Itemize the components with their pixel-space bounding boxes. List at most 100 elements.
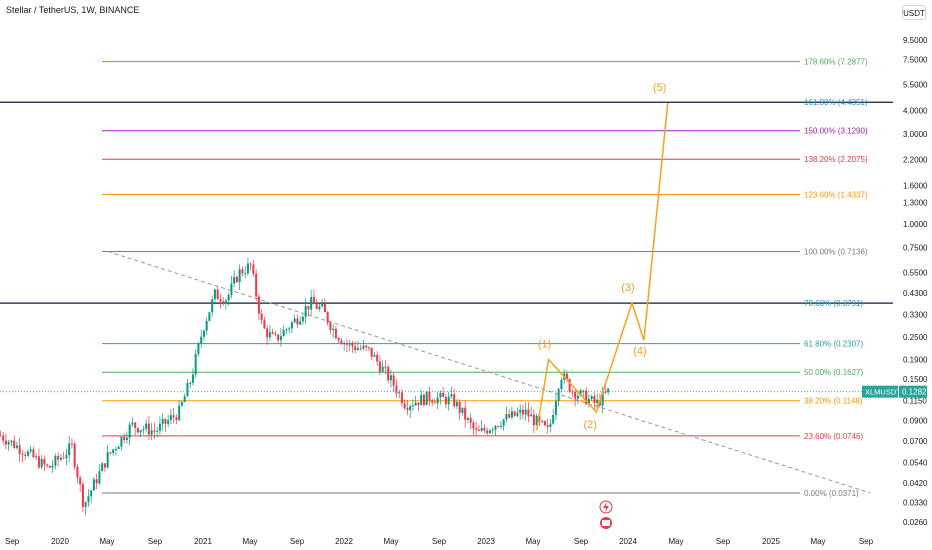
candle-body	[574, 391, 577, 399]
candle-body	[510, 411, 513, 418]
y-tick-label: 0.1900	[903, 356, 928, 365]
candle-body	[420, 394, 423, 406]
candle-body	[532, 414, 535, 426]
candle-body	[219, 299, 222, 302]
candle-body	[450, 394, 453, 397]
candle-body	[387, 366, 390, 381]
symbol-tag-label: XLMUSDT	[865, 388, 901, 397]
price-tag-layer: XLMUSDT 0.1282	[862, 385, 927, 398]
candle-body	[312, 296, 315, 305]
candle-body	[596, 399, 599, 404]
candle-body	[136, 428, 139, 433]
candle-body	[95, 479, 98, 484]
candle-body	[541, 420, 544, 422]
candle-body	[211, 299, 214, 313]
candle-body	[117, 446, 120, 450]
candle-body	[260, 313, 263, 320]
candle-body	[73, 443, 76, 467]
candle-body	[205, 320, 208, 331]
fib-level-label: 150.00% (3.1290)	[804, 127, 868, 136]
candle-body	[384, 366, 387, 368]
y-tick-label: 0.2500	[903, 333, 928, 342]
candle-body	[57, 456, 60, 460]
candle-body	[502, 419, 505, 426]
candle-body	[145, 423, 148, 430]
candle-body	[519, 409, 522, 413]
fib-level-label: 178.60% (7.2877)	[804, 58, 868, 67]
candle-body	[112, 449, 115, 453]
candle-body	[370, 347, 373, 357]
candle-body	[26, 451, 29, 456]
candle-body	[296, 318, 299, 325]
candle-body	[499, 425, 502, 427]
currency-unit-badge[interactable]: USDT	[902, 5, 926, 20]
candle-body	[431, 400, 434, 403]
candle-body	[10, 440, 13, 443]
wave-label: (3)	[621, 282, 634, 294]
wave-label: (1)	[538, 339, 551, 351]
candle-body	[156, 430, 159, 432]
time-axis: Sep 2020 May Sep 2021 May Sep 2022 May Sep 2023 May…	[5, 537, 874, 546]
candle-body	[433, 402, 436, 404]
candle-body	[464, 407, 467, 420]
candle-body	[285, 329, 288, 331]
y-tick-label: 0.7500	[903, 243, 928, 252]
candle-body	[378, 361, 381, 372]
downtrend-line[interactable]	[107, 250, 871, 494]
candle-body	[200, 336, 203, 344]
candle-body	[263, 319, 266, 329]
candle-body	[123, 436, 126, 440]
price-tag	[899, 385, 927, 398]
candles-layer	[0, 257, 610, 516]
elliott-wave-path[interactable]	[535, 102, 669, 431]
y-tick-label: 9.5000	[903, 36, 928, 45]
fib-level-label: 23.60% (0.0746)	[804, 432, 863, 441]
candle-body	[483, 427, 486, 431]
fib-level-label: 61.80% (0.2307)	[804, 340, 863, 349]
candle-body	[367, 347, 370, 349]
candle-body	[147, 423, 150, 435]
candle-body	[131, 422, 134, 425]
candle-body	[128, 424, 131, 438]
y-tick-label: 1.6000	[903, 181, 928, 190]
trendline-layer	[0, 250, 893, 494]
candle-body	[178, 405, 181, 421]
candle-body	[486, 430, 489, 434]
candle-body	[288, 328, 291, 330]
x-tick-label: 2025	[762, 537, 780, 546]
candle-body	[323, 303, 326, 313]
candle-body	[238, 269, 241, 283]
candle-body	[299, 321, 302, 325]
y-tick-label: 0.1150	[903, 397, 927, 406]
candle-body	[406, 408, 409, 411]
y-tick-label: 0.0900	[903, 417, 928, 426]
candle-body	[252, 264, 255, 274]
candle-body	[373, 354, 376, 357]
candle-body	[362, 345, 365, 349]
candle-body	[18, 445, 21, 454]
y-tick-label: 0.0700	[903, 437, 928, 446]
candle-body	[235, 276, 238, 283]
x-tick-label: May	[810, 537, 825, 546]
candle-body	[139, 430, 142, 433]
candle-body	[535, 415, 538, 426]
candle-body	[32, 449, 35, 458]
candle-body	[516, 412, 519, 416]
candle-body	[208, 312, 211, 321]
candle-body	[79, 477, 82, 485]
candle-body	[43, 458, 46, 465]
candle-body	[508, 414, 511, 418]
candle-body	[524, 409, 527, 415]
candle-body	[191, 374, 194, 383]
candle-body	[392, 375, 395, 386]
x-tick-label: May	[99, 537, 114, 546]
candle-body	[175, 417, 178, 421]
wave-label: (2)	[584, 419, 597, 431]
candle-body	[48, 465, 51, 468]
candle-body	[81, 484, 84, 508]
y-tick-label: 7.5000	[903, 55, 928, 64]
candle-body	[543, 421, 546, 426]
candle-body	[475, 428, 478, 430]
x-tick-label: Sep	[5, 537, 20, 546]
